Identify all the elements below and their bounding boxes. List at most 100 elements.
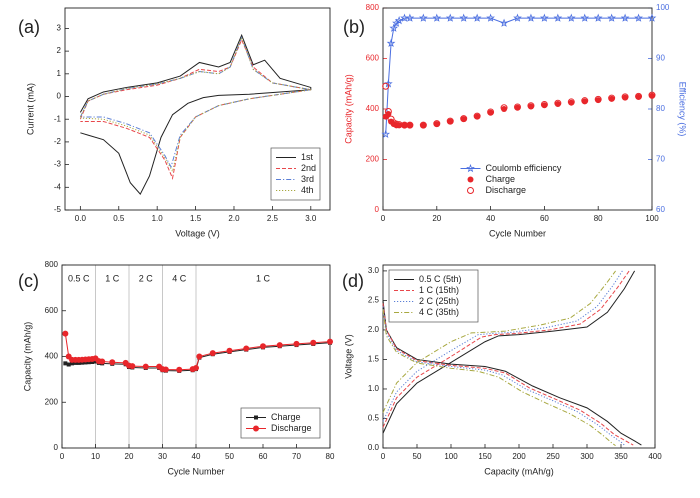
marker: [487, 108, 495, 116]
marker: [634, 13, 643, 22]
x-tick-label: 0: [381, 214, 386, 223]
marker: [580, 13, 590, 22]
x-tick-label: 50: [225, 452, 234, 461]
marker: [406, 122, 413, 129]
marker: [446, 117, 454, 125]
region-label: 1 C: [105, 273, 120, 283]
y-tick-label: 0: [57, 92, 62, 101]
marker: [384, 108, 392, 116]
legend-frame: [240, 407, 321, 439]
marker: [581, 97, 589, 105]
legend-label: Discharge: [271, 423, 312, 433]
marker: [620, 13, 630, 22]
y-tick-label: -3: [54, 160, 62, 169]
marker: [401, 121, 409, 129]
legend-marker: [253, 425, 259, 432]
marker: [635, 92, 643, 100]
y-tick-label: 200: [45, 397, 59, 406]
marker: [540, 13, 549, 22]
marker: [243, 345, 250, 352]
marker: [432, 13, 442, 22]
y-tick-label: 0.0: [368, 443, 380, 452]
x-tick-label: 2.5: [267, 214, 279, 223]
marker: [447, 118, 454, 125]
marker: [129, 363, 136, 370]
y-tick-label: 400: [366, 104, 380, 113]
marker: [62, 330, 69, 337]
x-tick-label: 60: [259, 452, 268, 461]
y-tick-label: 600: [45, 306, 59, 315]
marker: [394, 16, 404, 25]
marker: [607, 13, 616, 22]
region-label: 0.5 C: [68, 273, 90, 283]
y-tick-label: -5: [54, 205, 62, 214]
x-tick-label: 60: [540, 214, 549, 223]
y2-tick-label: 100: [656, 3, 670, 12]
x-tick-label: 1.0: [152, 214, 164, 223]
legend-label: Discharge: [486, 185, 527, 195]
x-tick-label: 0: [381, 452, 386, 461]
series-line: [382, 270, 625, 446]
x-tick-label: 100: [444, 452, 458, 461]
legend: 0.5 C (5th)1 C (15th)2 C (25th)4 C (35th…: [388, 269, 479, 323]
y-tick-label: -2: [54, 137, 62, 146]
x-tick-label: 150: [478, 452, 492, 461]
x-tick-label: 250: [546, 452, 560, 461]
legend-label: Charge: [486, 174, 516, 184]
marker: [445, 13, 455, 22]
panel: (a) 0.0 0.5 1.0 1.5 2.0 2.5 3.0 -5 -4 -3 -2 -1 0 1 2 3 Vo…: [18, 7, 331, 238]
marker: [392, 120, 400, 128]
marker: [260, 343, 266, 350]
y-tick-label: 1.0: [368, 384, 380, 393]
x-tick-label: 400: [648, 452, 662, 461]
marker: [395, 121, 403, 129]
plot-frame: [382, 264, 656, 449]
marker: [405, 13, 415, 22]
marker: [142, 363, 149, 370]
plot-frame: [382, 7, 653, 211]
marker: [293, 340, 300, 347]
y-axis-label: Capacity (mAh/g): [22, 322, 32, 392]
marker: [209, 350, 216, 357]
marker: [473, 112, 481, 120]
series-line: [385, 17, 652, 135]
marker: [433, 121, 440, 128]
legend-label: Coulomb efficiency: [486, 163, 562, 173]
series-line: [79, 36, 311, 173]
marker: [608, 94, 616, 102]
legend-marker: [254, 415, 258, 420]
marker: [382, 82, 390, 90]
marker: [162, 366, 169, 373]
x-tick-label: 80: [594, 214, 603, 223]
x-axis-label: Capacity (mAh/g): [484, 466, 554, 476]
y-tick-label: 3: [57, 24, 62, 33]
marker: [327, 338, 333, 345]
marker: [401, 122, 408, 129]
marker: [474, 113, 481, 120]
marker: [635, 93, 642, 100]
y-tick-label: 800: [366, 3, 380, 12]
x-tick-label: 300: [580, 452, 594, 461]
y-tick-label: 1.5: [368, 355, 380, 364]
marker: [109, 359, 116, 366]
y-axis-label: Capacity (mAh/g): [343, 74, 353, 144]
x-tick-label: 80: [326, 452, 335, 461]
legend-label: 3rd: [301, 174, 314, 184]
x-tick-label: 200: [512, 452, 526, 461]
marker: [196, 353, 203, 360]
y-tick-label: 0.5: [368, 414, 380, 423]
panel: (d) 0 50 100 150 200 250 300 350 400 0.0 0.5 1.0 1.5 2…: [342, 264, 662, 476]
marker: [566, 13, 576, 22]
legend-label: 0.5 C (5th): [419, 274, 462, 284]
marker: [66, 362, 71, 367]
panel-label: (a): [18, 17, 40, 37]
series-line: [382, 270, 634, 446]
marker: [389, 23, 399, 32]
region-label: 2 C: [139, 273, 154, 283]
x-tick-label: 10: [91, 452, 100, 461]
y2-axis-label: Efficiency (%): [678, 82, 688, 137]
y-tick-label: 2.5: [368, 296, 380, 305]
legend-label: 2 C (25th): [419, 296, 459, 306]
